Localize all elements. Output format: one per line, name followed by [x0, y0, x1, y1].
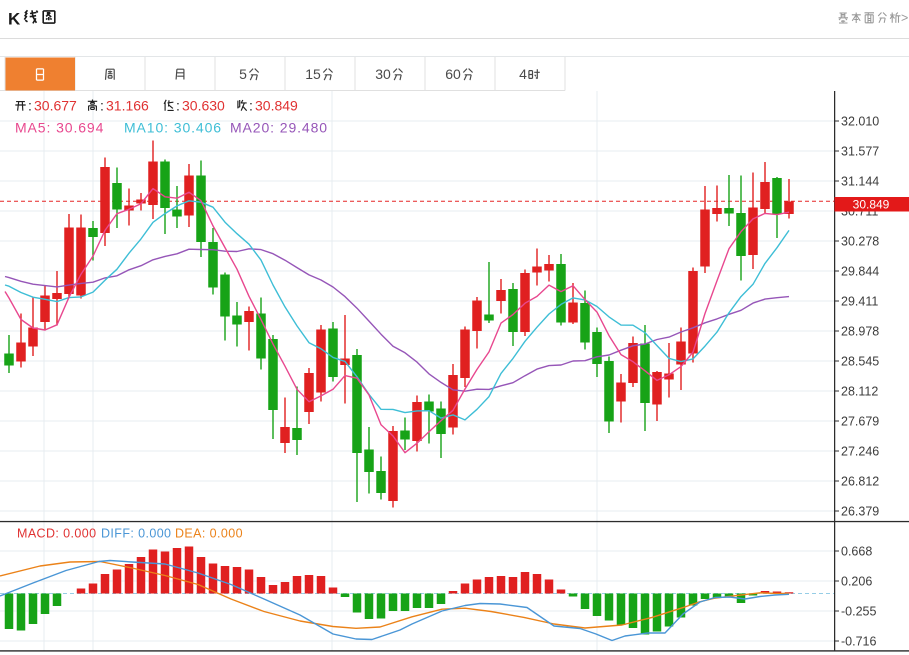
svg-text:15: 15 [305, 66, 321, 82]
svg-text:0.206: 0.206 [841, 575, 872, 589]
svg-text:>: > [901, 11, 908, 25]
svg-text:30: 30 [375, 66, 391, 82]
svg-text:32.010: 32.010 [841, 115, 879, 129]
svg-text:28.545: 28.545 [841, 355, 879, 369]
svg-text:DIFF: 0.000: DIFF: 0.000 [101, 527, 171, 541]
svg-text:MACD: 0.000: MACD: 0.000 [17, 527, 96, 541]
svg-text:29.411: 29.411 [841, 295, 878, 309]
svg-text::: : [176, 98, 180, 114]
svg-text:-0.255: -0.255 [841, 605, 876, 619]
svg-text:K: K [8, 10, 21, 29]
svg-text:5: 5 [239, 66, 247, 82]
svg-text:0.668: 0.668 [841, 545, 872, 559]
svg-text::: : [28, 98, 32, 114]
svg-text:31.577: 31.577 [841, 145, 879, 159]
svg-text::: : [249, 98, 253, 114]
svg-text:28.112: 28.112 [841, 385, 878, 399]
svg-text:MA10: 30.406: MA10: 30.406 [124, 120, 222, 136]
svg-text::: : [100, 98, 104, 114]
svg-text:-0.716: -0.716 [841, 635, 876, 649]
svg-text:30.849: 30.849 [853, 198, 890, 212]
svg-text:30.630: 30.630 [182, 98, 225, 114]
svg-text:30.849: 30.849 [255, 98, 298, 114]
svg-text:26.379: 26.379 [841, 505, 879, 519]
svg-text:30.677: 30.677 [34, 98, 77, 114]
svg-text:26.812: 26.812 [841, 475, 879, 489]
svg-text:DEA: 0.000: DEA: 0.000 [175, 527, 243, 541]
svg-text:31.166: 31.166 [106, 98, 149, 114]
svg-text:28.978: 28.978 [841, 325, 879, 339]
svg-text:60: 60 [445, 66, 461, 82]
svg-text:29.844: 29.844 [841, 265, 879, 279]
svg-text:31.144: 31.144 [841, 175, 879, 189]
svg-text:27.246: 27.246 [841, 445, 879, 459]
svg-text:4: 4 [519, 66, 527, 82]
svg-text:27.679: 27.679 [841, 415, 879, 429]
svg-text:MA20: 29.480: MA20: 29.480 [230, 120, 328, 136]
svg-text:30.278: 30.278 [841, 235, 879, 249]
svg-text:MA5: 30.694: MA5: 30.694 [15, 120, 104, 136]
